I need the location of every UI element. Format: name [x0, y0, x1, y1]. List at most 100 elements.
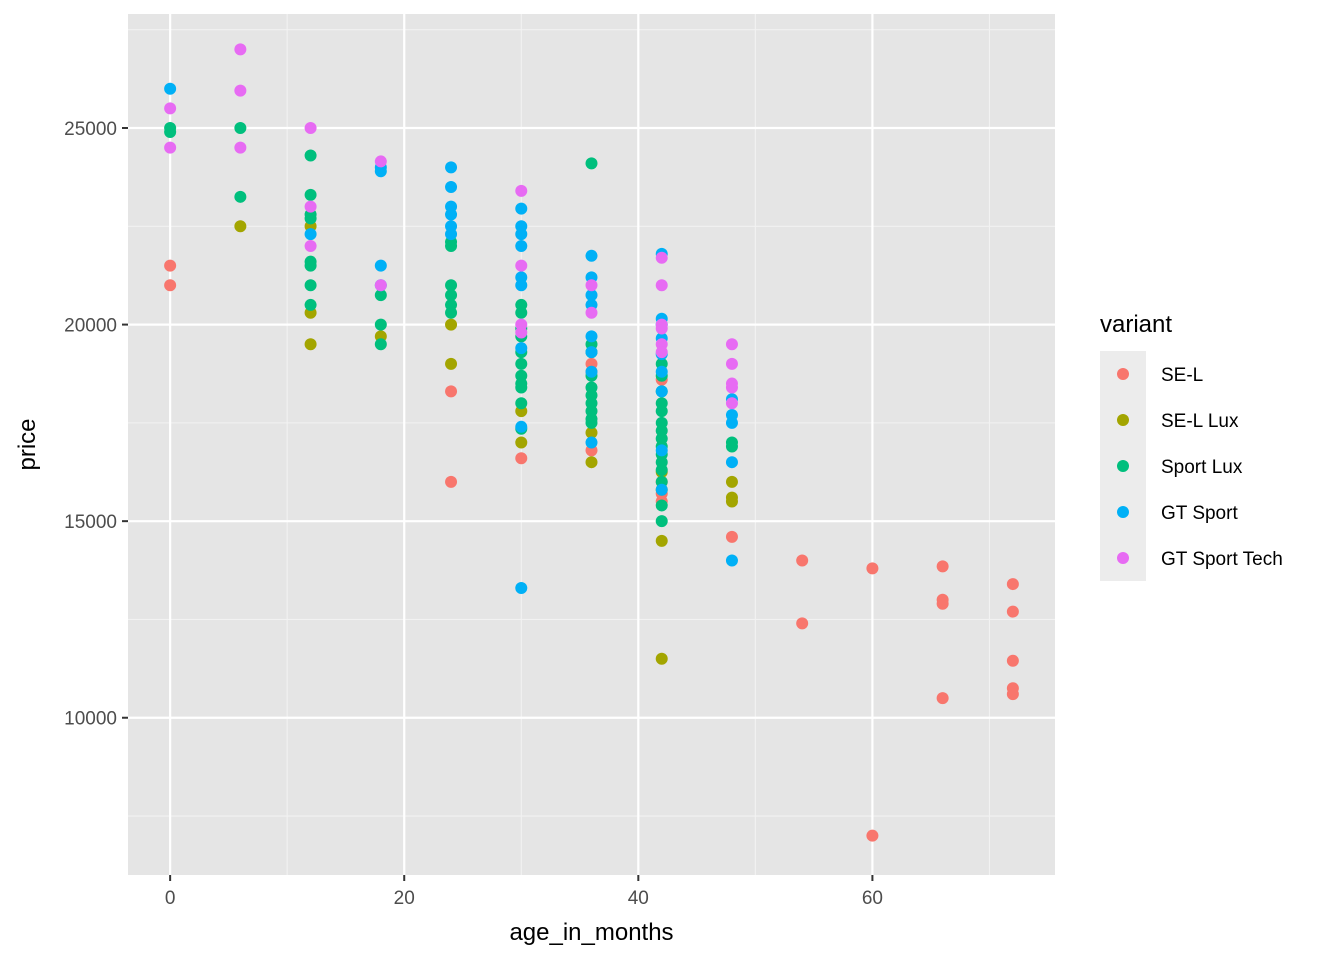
major-grid	[128, 14, 1055, 875]
data-point	[725, 530, 738, 543]
data-point	[655, 322, 668, 335]
x-tick-label: 20	[394, 888, 415, 909]
data-point	[585, 416, 598, 429]
data-point	[304, 122, 317, 135]
legend-label: GT Sport	[1161, 503, 1238, 524]
data-point	[304, 298, 317, 311]
data-point	[585, 330, 598, 343]
x-axis-ticks: 0 20 40 60	[165, 875, 883, 909]
y-tick-label: 20000	[64, 316, 117, 337]
data-point	[304, 200, 317, 213]
data-point	[515, 397, 528, 410]
data-point	[374, 165, 387, 178]
data-point	[515, 582, 528, 594]
data-point	[515, 326, 528, 339]
data-point	[445, 318, 458, 331]
data-point	[304, 338, 317, 351]
data-point	[515, 436, 528, 449]
data-point	[374, 259, 387, 272]
x-tick-label: 0	[165, 888, 176, 909]
data-point	[725, 456, 738, 469]
data-points	[164, 43, 1019, 842]
data-point	[655, 464, 668, 477]
data-point	[164, 82, 177, 95]
data-point	[515, 306, 528, 319]
data-point	[866, 562, 879, 575]
data-point	[655, 385, 668, 398]
legend-label: SE-L	[1161, 365, 1203, 386]
data-point	[234, 190, 247, 203]
data-point	[1006, 654, 1019, 667]
data-point	[445, 306, 458, 319]
data-point	[445, 239, 458, 252]
data-point	[515, 420, 528, 433]
data-point	[515, 202, 528, 215]
data-point	[936, 692, 949, 705]
data-point	[304, 149, 317, 162]
legend-label: Sport Lux	[1161, 457, 1243, 478]
data-point	[234, 141, 247, 154]
data-point	[585, 436, 598, 449]
data-point	[304, 212, 317, 225]
data-point	[304, 188, 317, 201]
data-point	[234, 84, 247, 97]
data-point	[445, 279, 458, 292]
data-point	[1006, 688, 1019, 701]
data-point	[725, 416, 738, 429]
data-point	[585, 289, 598, 302]
data-point	[304, 239, 317, 252]
data-point	[585, 306, 598, 319]
legend-key	[1117, 368, 1129, 380]
data-point	[936, 597, 949, 610]
data-point	[445, 475, 458, 488]
data-point	[515, 239, 528, 252]
data-point	[1006, 605, 1019, 618]
y-tick-label: 25000	[64, 119, 117, 140]
data-point	[374, 318, 387, 331]
data-point	[725, 357, 738, 370]
x-axis-title: age_in_months	[509, 919, 673, 946]
y-tick-label: 10000	[64, 709, 117, 730]
data-point	[445, 289, 458, 302]
data-point	[164, 125, 177, 138]
legend-key	[1117, 552, 1129, 564]
data-point	[796, 554, 809, 567]
data-point	[374, 279, 387, 292]
data-point	[655, 444, 668, 457]
data-point	[585, 365, 598, 378]
data-point	[725, 338, 738, 351]
legend-key	[1117, 506, 1129, 518]
data-point	[725, 397, 738, 410]
data-point	[515, 228, 528, 241]
data-point	[515, 279, 528, 292]
data-point	[725, 440, 738, 453]
legend-label: GT Sport Tech	[1161, 549, 1283, 570]
data-point	[1006, 578, 1019, 591]
data-point	[304, 228, 317, 241]
data-point	[796, 617, 809, 630]
data-point	[164, 279, 177, 292]
data-point	[445, 208, 458, 221]
legend-key	[1117, 460, 1129, 472]
data-point	[304, 279, 317, 292]
data-point	[655, 251, 668, 264]
legend-label: SE-L Lux	[1161, 411, 1239, 432]
legend: variant SE-L SE-L Lux Sport Lux GT Sport GT …	[1100, 311, 1283, 581]
data-point	[655, 365, 668, 378]
y-axis-ticks: 10000 15000 20000 25000	[64, 119, 128, 730]
data-point	[515, 184, 528, 197]
data-point	[655, 405, 668, 418]
data-point	[725, 381, 738, 394]
data-point	[374, 289, 387, 302]
y-tick-label: 15000	[64, 512, 117, 533]
data-point	[515, 342, 528, 355]
data-point	[585, 346, 598, 359]
data-point	[725, 475, 738, 488]
data-point	[234, 122, 247, 135]
legend-title: variant	[1100, 311, 1172, 338]
data-point	[655, 652, 668, 665]
data-point	[585, 249, 598, 262]
data-point	[515, 259, 528, 272]
data-point	[445, 357, 458, 370]
